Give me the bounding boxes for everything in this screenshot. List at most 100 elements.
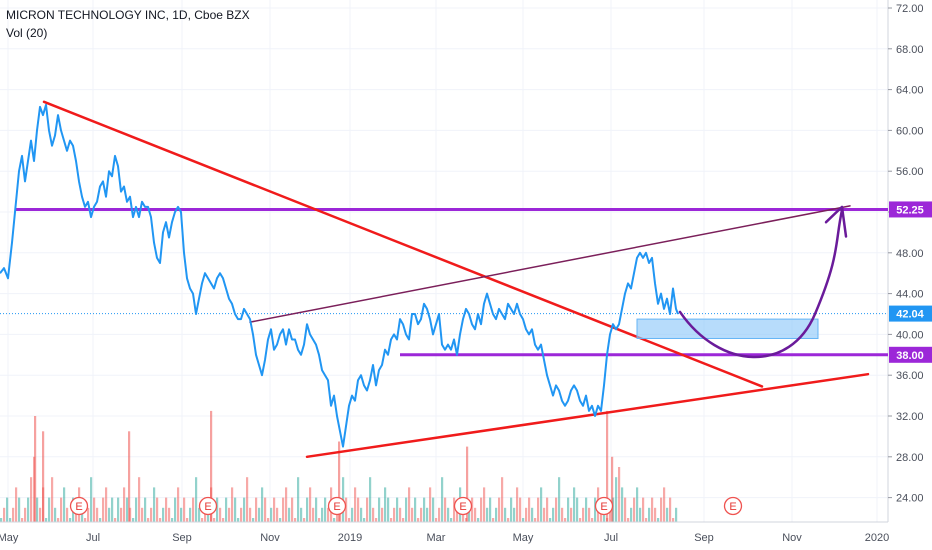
volume-bar (213, 518, 216, 522)
volume-bar (198, 507, 201, 522)
volume-bar (651, 497, 654, 522)
volume-bar (645, 518, 648, 522)
volume-bar (177, 487, 180, 522)
volume-bar (138, 477, 141, 522)
volume-bar (567, 497, 570, 522)
earnings-marker[interactable] (453, 496, 473, 516)
earnings-marker[interactable] (723, 496, 743, 516)
volume-bar (591, 518, 594, 522)
volume-bar (126, 497, 129, 522)
earnings-marker-label: E (729, 501, 736, 513)
volume-bar (267, 518, 270, 522)
trendline[interactable] (249, 205, 851, 323)
volume-bar (480, 497, 483, 522)
trendline[interactable] (42, 100, 764, 388)
earnings-marker-label: E (204, 501, 211, 513)
earnings-marker-label: E (333, 501, 340, 513)
volume-bar (201, 518, 204, 522)
volume-bar (618, 467, 621, 522)
volume-bar (45, 518, 48, 522)
volume-bar (117, 497, 120, 522)
time-axis-label: May (0, 532, 19, 544)
volume-bar (285, 487, 288, 522)
volume-bar (273, 497, 276, 522)
volume-bar (636, 487, 639, 522)
volume-bar (48, 497, 51, 522)
volume-bar (84, 518, 87, 522)
volume-bar (327, 507, 330, 522)
volume-bar (495, 507, 498, 522)
volume-bar (393, 507, 396, 522)
volume-bar (615, 477, 618, 522)
volume-bar (66, 507, 69, 522)
volume-bar (54, 507, 57, 522)
volume-bar (621, 487, 624, 522)
level-price-tag: 52.25 (896, 204, 924, 216)
volume-bar (222, 518, 225, 522)
volume-bar (414, 497, 417, 522)
volume-bar-spike (128, 431, 131, 522)
volume-bar-spike (42, 431, 45, 522)
volume-bar (111, 497, 114, 522)
time-axis-label: Nov (782, 532, 802, 544)
volume-bar (426, 507, 429, 522)
volume-bar (30, 477, 33, 522)
volume-bar (402, 518, 405, 522)
volume-bar (576, 497, 579, 522)
volume-bar (549, 518, 552, 522)
volume-bar (408, 487, 411, 522)
volume-bar (519, 497, 522, 522)
volume-bar (3, 507, 6, 522)
volume-bar (381, 507, 384, 522)
volume-bar (225, 497, 228, 522)
volume-bar (315, 497, 318, 522)
volume-bar (552, 507, 555, 522)
earnings-marker[interactable] (198, 496, 218, 516)
level-price-tag-bg (889, 201, 932, 218)
volume-bar (375, 518, 378, 522)
volume-bar (243, 497, 246, 522)
volume-bar (147, 518, 150, 522)
volume-bar (120, 507, 123, 522)
volume-bar (249, 507, 252, 522)
volume-bar (105, 487, 108, 522)
volume-bar (672, 518, 675, 522)
volume-bar (306, 497, 309, 522)
trendline[interactable] (305, 372, 870, 459)
volume-bar (99, 518, 102, 522)
projection-curve[interactable] (678, 208, 844, 359)
volume-bar (444, 497, 447, 522)
volume-bar (423, 497, 426, 522)
earnings-marker[interactable] (69, 496, 89, 516)
volume-bar (507, 518, 510, 522)
volume-bar (255, 497, 258, 522)
price-axis-label: 72.00 (896, 3, 924, 15)
volume-bar (252, 518, 255, 522)
volume-bar (162, 507, 165, 522)
volume-bar (660, 497, 663, 522)
volume-bar (675, 507, 678, 522)
volume-bar (399, 507, 402, 522)
volume-bar (411, 507, 414, 522)
price-axis-label: 60.00 (896, 125, 924, 137)
volume-bar (468, 507, 471, 522)
volume-bar (180, 507, 183, 522)
volume-bar (570, 507, 573, 522)
earnings-marker[interactable] (594, 496, 614, 516)
volume-bar (438, 507, 441, 522)
volume-bar (363, 518, 366, 522)
volume-bar (633, 497, 636, 522)
time-axis-label: May (513, 532, 534, 544)
volume-bar (39, 507, 42, 522)
price-series-line[interactable] (0, 103, 679, 448)
volume-bar (258, 507, 261, 522)
target-zone-rect[interactable] (636, 318, 819, 339)
volume-bar (51, 477, 54, 522)
volume-bar (384, 487, 387, 522)
volume-bar (624, 497, 627, 522)
volume-bar (270, 507, 273, 522)
volume-bar (564, 518, 567, 522)
earnings-marker[interactable] (327, 496, 347, 516)
volume-bar (333, 518, 336, 522)
